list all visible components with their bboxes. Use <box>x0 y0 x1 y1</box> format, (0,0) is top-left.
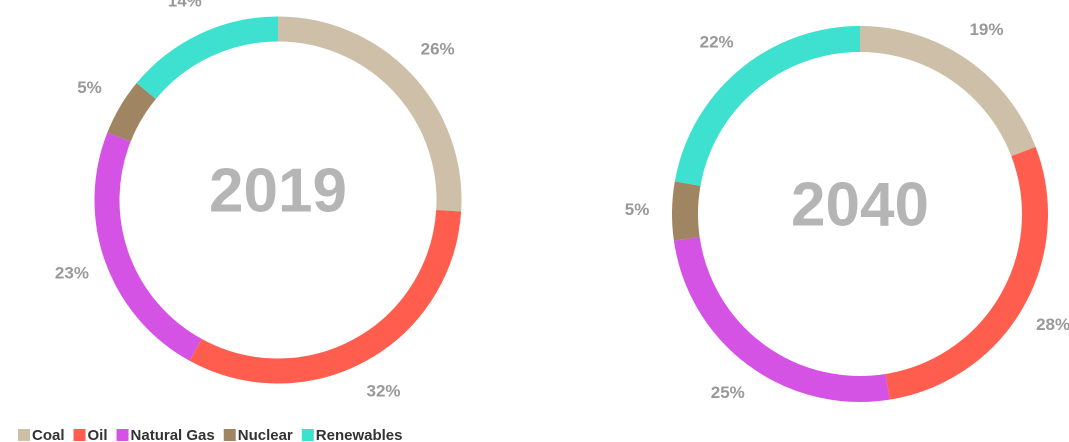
data-label: 5% <box>625 200 650 219</box>
donut-segment <box>885 146 1048 400</box>
center-title: 2019 <box>209 156 347 225</box>
donut-segment <box>107 83 157 142</box>
data-label: 14% <box>168 0 202 10</box>
center-title: 2040 <box>791 170 929 239</box>
legend-swatch <box>18 429 30 441</box>
data-label: 25% <box>711 383 745 402</box>
data-label: 22% <box>700 33 734 52</box>
legend-label: Oil <box>88 427 108 442</box>
legend-swatch <box>73 429 86 441</box>
data-label: 5% <box>77 78 102 97</box>
donut-segment <box>189 209 462 384</box>
legend-label: Natural Gas <box>131 427 215 442</box>
donut-segment <box>136 16 279 100</box>
legend-label: Nuclear <box>238 427 293 442</box>
legend-swatch <box>223 429 236 441</box>
data-label: 32% <box>366 381 400 400</box>
donut-segment <box>94 132 202 361</box>
donut-segment <box>672 181 701 241</box>
data-label: 23% <box>55 264 89 283</box>
data-label: 26% <box>421 40 455 59</box>
donut-segment <box>674 26 861 187</box>
donut-segment <box>277 16 462 212</box>
legend-label: Coal <box>32 427 65 442</box>
legend-swatch <box>116 429 129 441</box>
legend-label: Renewables <box>316 427 403 442</box>
data-label: 19% <box>969 20 1003 39</box>
legend-swatch <box>301 429 314 441</box>
data-label: 28% <box>1036 315 1069 334</box>
donut-segment <box>859 26 1036 157</box>
donut-segment <box>673 236 890 402</box>
